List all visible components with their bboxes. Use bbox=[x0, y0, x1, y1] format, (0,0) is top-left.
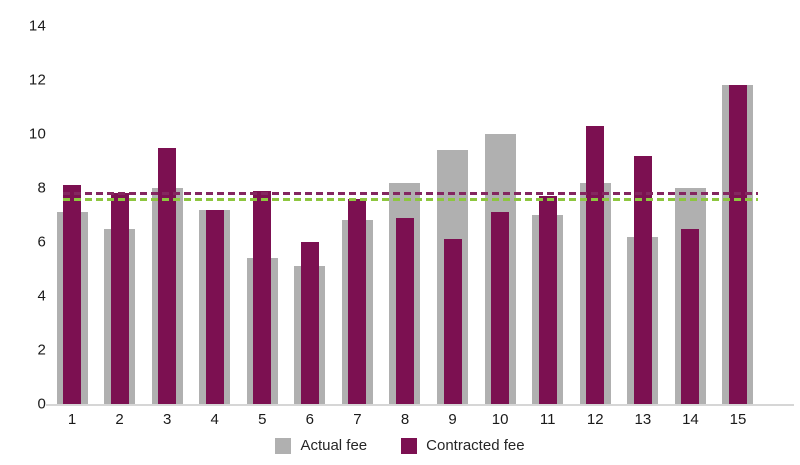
legend-label-contracted-fee: Contracted fee bbox=[426, 437, 525, 454]
x-category-label: 11 bbox=[539, 411, 556, 428]
y-tick-label: 6 bbox=[37, 233, 46, 251]
legend-label-actual-fee: Actual fee bbox=[300, 437, 368, 454]
actual-fee-swatch bbox=[275, 437, 292, 454]
legend-item-contracted-fee: Contracted fee bbox=[401, 437, 525, 454]
y-tick-label: 0 bbox=[37, 395, 46, 413]
y-tick-label: 2 bbox=[37, 341, 46, 359]
bar-contracted-14 bbox=[681, 228, 700, 404]
contracted-fee-swatch bbox=[401, 437, 418, 454]
bar-contracted-13 bbox=[633, 155, 652, 404]
bar-contracted-10 bbox=[491, 212, 510, 404]
x-axis-line bbox=[46, 404, 794, 406]
y-tick-label: 10 bbox=[28, 125, 46, 143]
y-tick-label: 14 bbox=[28, 17, 46, 35]
x-category-label: 12 bbox=[586, 411, 604, 428]
bar-contracted-2 bbox=[110, 193, 129, 404]
x-category-label: 10 bbox=[491, 411, 509, 428]
bar-contracted-3 bbox=[158, 147, 177, 404]
bar-contracted-15 bbox=[728, 85, 747, 404]
bar-contracted-6 bbox=[300, 242, 319, 404]
y-tick-label: 4 bbox=[37, 287, 46, 305]
y-tick-label: 12 bbox=[28, 71, 46, 89]
x-category-label: 4 bbox=[210, 411, 219, 428]
legend: Actual fee Contracted fee bbox=[0, 437, 800, 454]
reference-line-1 bbox=[63, 192, 758, 196]
bar-contracted-5 bbox=[253, 190, 272, 404]
x-category-label: 5 bbox=[258, 411, 267, 428]
x-category-label: 2 bbox=[115, 411, 124, 428]
bar-contracted-7 bbox=[348, 198, 367, 404]
x-category-label: 6 bbox=[305, 411, 315, 428]
bar-contracted-1 bbox=[63, 185, 81, 404]
x-category-label: 9 bbox=[448, 411, 457, 428]
x-category-label: 1 bbox=[67, 411, 77, 428]
bar-contracted-12 bbox=[586, 125, 605, 404]
bar-contracted-9 bbox=[443, 239, 462, 404]
y-tick-label: 8 bbox=[37, 179, 46, 197]
bar-contracted-4 bbox=[205, 209, 224, 404]
x-category-label: 3 bbox=[162, 411, 172, 428]
bar-contracted-11 bbox=[538, 196, 557, 404]
legend-item-actual-fee: Actual fee bbox=[275, 437, 367, 454]
bar-contracted-8 bbox=[395, 217, 414, 404]
x-category-label: 14 bbox=[682, 411, 699, 428]
x-category-label: 15 bbox=[729, 411, 747, 428]
x-category-label: 13 bbox=[634, 411, 652, 428]
x-category-label: 8 bbox=[400, 411, 410, 428]
reference-line-2 bbox=[63, 197, 758, 201]
x-category-label: 7 bbox=[353, 411, 362, 428]
